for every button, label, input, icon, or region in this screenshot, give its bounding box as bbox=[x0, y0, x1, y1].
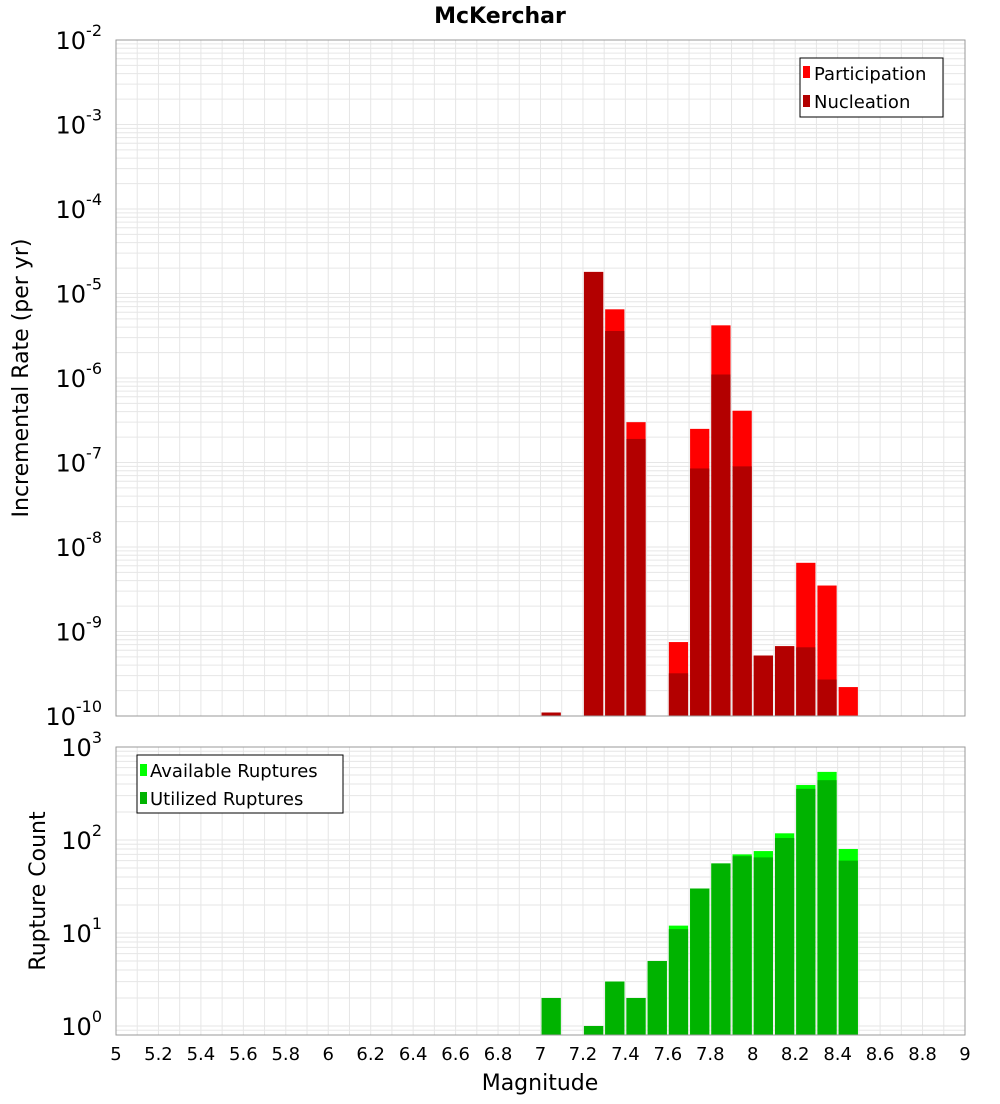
rate-legend: Participation Nucleation bbox=[799, 57, 944, 118]
rate-bar-nucleation bbox=[541, 712, 561, 716]
count-bar-utilized-ruptures bbox=[668, 929, 689, 1035]
rate-y-tick-label: 10-4 bbox=[56, 190, 103, 224]
rate-bars bbox=[541, 271, 858, 716]
count-y-tick-label: 103 bbox=[61, 728, 102, 762]
legend-utilized-label: Utilized Ruptures bbox=[150, 789, 303, 810]
x-tick-label: 8.4 bbox=[823, 1044, 852, 1065]
count-bar-utilized-ruptures bbox=[541, 997, 561, 1035]
rate-bar-nucleation bbox=[583, 271, 604, 716]
count-bar-utilized-ruptures bbox=[817, 780, 837, 1035]
legend-available-swatch bbox=[140, 764, 147, 776]
rate-plot-border bbox=[115, 39, 966, 717]
x-tick-label: 8.8 bbox=[908, 1044, 937, 1065]
rate-bar-nucleation bbox=[690, 468, 710, 716]
rate-bar-nucleation bbox=[668, 673, 689, 716]
x-tick-label: 7 bbox=[535, 1044, 546, 1065]
rate-y-tick-label: 10-2 bbox=[56, 21, 103, 55]
legend-nucleation-label: Nucleation bbox=[814, 92, 910, 113]
rate-bar-nucleation bbox=[605, 330, 625, 716]
legend-available-label: Available Ruptures bbox=[150, 761, 318, 782]
rate-bar-nucleation bbox=[711, 374, 731, 716]
x-tick-label: 5 bbox=[110, 1044, 121, 1065]
x-tick-label: 6.6 bbox=[441, 1044, 470, 1065]
rate-y-axis-label: Incremental Rate (per yr) bbox=[9, 239, 34, 518]
rate-y-tick-label: 10-10 bbox=[45, 697, 102, 731]
rate-bar-nucleation bbox=[817, 679, 837, 716]
count-bar-utilized-ruptures bbox=[647, 960, 667, 1035]
rate-y-tick-label: 10-8 bbox=[56, 528, 103, 562]
legend-participation-swatch bbox=[803, 66, 810, 78]
count-plot-border bbox=[115, 746, 966, 1036]
count-y-tick-label: 102 bbox=[61, 821, 102, 855]
count-y-axis-label: Rupture Count bbox=[26, 811, 51, 971]
x-tick-label: 8.6 bbox=[866, 1044, 895, 1065]
count-bar-utilized-ruptures bbox=[838, 860, 858, 1035]
count-y-tick-labels: 103 102 101 100 bbox=[61, 728, 102, 1041]
count-legend-box bbox=[136, 754, 344, 814]
x-tick-label: 8 bbox=[747, 1044, 758, 1065]
x-tick-label: 6.2 bbox=[356, 1044, 385, 1065]
x-axis-label: Magnitude bbox=[482, 1071, 599, 1096]
count-bar-utilized-ruptures bbox=[583, 1025, 604, 1035]
count-bar-utilized-ruptures bbox=[626, 997, 646, 1035]
rate-bar-nucleation bbox=[796, 647, 816, 716]
rate-bar-nucleation bbox=[732, 466, 752, 716]
rate-y-tick-label: 10-5 bbox=[56, 275, 103, 309]
count-bar-utilized-ruptures bbox=[690, 888, 710, 1035]
x-tick-label: 5.8 bbox=[271, 1044, 300, 1065]
rate-y-tick-label: 10-3 bbox=[56, 106, 103, 140]
x-tick-label: 7.8 bbox=[696, 1044, 725, 1065]
x-tick-label: 5.6 bbox=[229, 1044, 258, 1065]
count-y-tick-label: 101 bbox=[61, 914, 102, 948]
count-panel: 103 102 101 100 Rupture Count Available Rup… bbox=[26, 728, 966, 1041]
x-tick-label: 5.2 bbox=[144, 1044, 173, 1065]
x-tick-label: 7.2 bbox=[569, 1044, 598, 1065]
rate-bar-nucleation bbox=[774, 646, 795, 716]
count-bar-utilized-ruptures bbox=[732, 856, 752, 1035]
rate-y-tick-label: 10-6 bbox=[56, 359, 103, 393]
legend-nucleation-swatch bbox=[803, 95, 810, 107]
x-tick-labels: 5 5.2 5.4 5.6 5.8 6 6.2 6.4 6.6 6.8 7 7.2 7.4 7.6 7.8 8… bbox=[110, 1044, 970, 1065]
rate-y-tick-labels: 10-2 10-3 10-4 10-5 10-6 10-7 10-8 10-9 10-10 bbox=[45, 21, 102, 731]
chart-title: McKerchar bbox=[434, 4, 566, 29]
legend-participation-label: Participation bbox=[814, 64, 926, 85]
count-bar-utilized-ruptures bbox=[605, 981, 625, 1035]
x-tick-label: 7.4 bbox=[611, 1044, 640, 1065]
rate-y-tick-label: 10-7 bbox=[56, 444, 103, 478]
x-tick-label: 8.2 bbox=[781, 1044, 810, 1065]
count-bars bbox=[541, 771, 858, 1035]
x-tick-label: 6 bbox=[323, 1044, 334, 1065]
count-bar-utilized-ruptures bbox=[796, 788, 816, 1035]
rate-bar-nucleation bbox=[626, 438, 646, 716]
rate-legend-box bbox=[799, 57, 944, 118]
rate-bar-nucleation bbox=[753, 655, 773, 716]
count-bar-utilized-ruptures bbox=[711, 863, 731, 1035]
count-y-tick-label: 100 bbox=[61, 1007, 102, 1041]
rate-bar-participation bbox=[838, 687, 858, 716]
count-legend: Available Ruptures Utilized Ruptures bbox=[136, 754, 344, 814]
rate-panel: 10-2 10-3 10-4 10-5 10-6 10-7 10-8 10-9 10-10 In… bbox=[9, 21, 966, 731]
count-bar-utilized-ruptures bbox=[774, 838, 795, 1035]
x-tick-label: 6.8 bbox=[484, 1044, 513, 1065]
rate-y-tick-label: 10-9 bbox=[56, 613, 103, 647]
x-tick-label: 5.4 bbox=[187, 1044, 216, 1065]
x-tick-label: 9 bbox=[959, 1044, 970, 1065]
x-tick-label: 7.6 bbox=[654, 1044, 683, 1065]
x-tick-label: 6.4 bbox=[399, 1044, 428, 1065]
count-bar-utilized-ruptures bbox=[753, 857, 773, 1035]
rate-gridlines bbox=[115, 39, 966, 717]
legend-utilized-swatch bbox=[140, 792, 147, 804]
